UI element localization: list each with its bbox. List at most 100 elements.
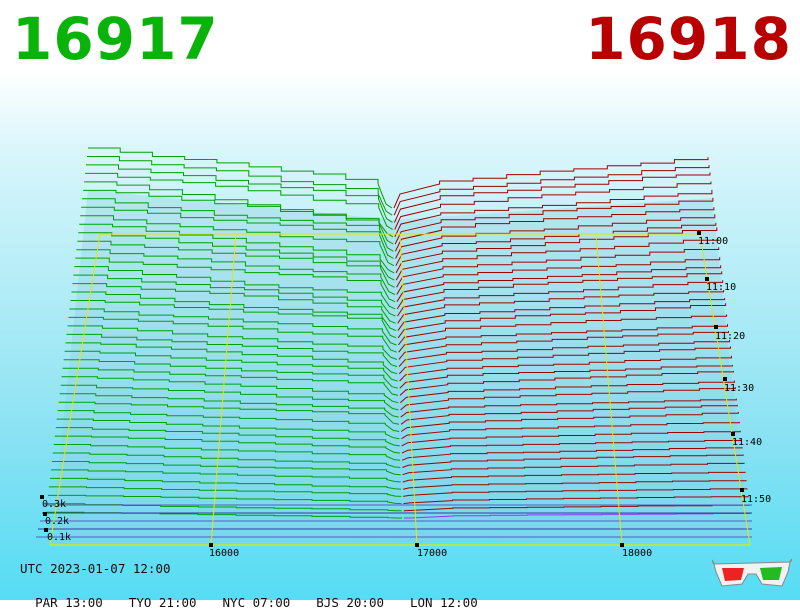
- ask-depth-line: [395, 222, 717, 266]
- svg-text:0.1k: 0.1k: [47, 532, 71, 543]
- ask-depth-line: [396, 265, 722, 302]
- bid-depth-line: [61, 376, 399, 404]
- ask-price: 16918: [585, 5, 792, 73]
- ask-depth-line: [400, 412, 739, 432]
- ask-depth-line: [399, 355, 732, 382]
- ask-depth-line: [403, 496, 749, 505]
- time-axis: 11:00 11:10 11:20 11:30 11:40 11:50: [697, 231, 771, 505]
- frame-grid-16000: [210, 233, 237, 546]
- depth-tick: 0.2k: [43, 512, 69, 527]
- clock-tokyo: TYO 21:00: [128, 595, 197, 610]
- svg-text:11:30: 11:30: [724, 383, 754, 394]
- time-tick: 11:40: [731, 432, 762, 448]
- svg-text:0.3k: 0.3k: [42, 499, 66, 510]
- ask-depth-line: [402, 462, 745, 476]
- bid-depth-line: [63, 359, 398, 389]
- latest-ask-line: [404, 513, 751, 519]
- ask-depth-line: [396, 257, 721, 295]
- svg-text:0.2k: 0.2k: [45, 516, 69, 527]
- ask-depth-line: [395, 238, 719, 281]
- svg-text:18000: 18000: [622, 548, 652, 559]
- bid-depth-line: [88, 147, 393, 209]
- ask-depth-line: [401, 421, 740, 440]
- ask-depth-line: [398, 339, 730, 367]
- bid-depth-line: [68, 316, 397, 353]
- ask-depth-line: [403, 488, 748, 497]
- bid-depth-line: [82, 198, 394, 252]
- svg-text:11:00: 11:00: [698, 236, 728, 247]
- bid-depth-line: [70, 300, 397, 339]
- ask-depth-line: [402, 480, 747, 490]
- bid-depth-line: [71, 291, 397, 332]
- bid-depth-line: [67, 325, 398, 360]
- bid-depth-line: [56, 418, 400, 440]
- svg-text:11:50: 11:50: [741, 494, 771, 505]
- bid-depth-line: [87, 156, 393, 216]
- bid-depth-line: [49, 477, 402, 490]
- svg-text:16000: 16000: [209, 548, 239, 559]
- ask-depth-line: [401, 447, 743, 461]
- bid-depth-line: [80, 215, 395, 267]
- ask-depth-line: [394, 172, 711, 223]
- ask-depth-line: [394, 181, 712, 230]
- clock-beijing: BJS 20:00: [316, 595, 384, 610]
- ask-depth-line: [402, 471, 746, 483]
- ask-depth-line: [394, 207, 715, 252]
- bid-depth-line: [85, 172, 393, 231]
- bid-depth-line: [77, 240, 395, 288]
- ask-depth-line: [397, 290, 725, 324]
- price-tick: 16000: [209, 543, 239, 559]
- ask-depth-line: [401, 439, 742, 454]
- ask-depth-line: [395, 214, 716, 259]
- ask-depth-line: [394, 197, 714, 245]
- price-tick: 17000: [415, 543, 447, 559]
- ask-depth-line: [398, 314, 728, 346]
- 3d-glasses-icon[interactable]: [712, 558, 792, 590]
- ask-depth-line: [400, 387, 736, 411]
- svg-text:17000: 17000: [417, 548, 447, 559]
- utc-clock: UTC 2023-01-07 12:00: [20, 561, 171, 576]
- depth-surface: [36, 147, 752, 545]
- time-tick: 11:30: [723, 377, 754, 394]
- bid-depth-line: [69, 308, 397, 346]
- bid-depth-line: [48, 486, 402, 497]
- ask-depth-line: [396, 271, 723, 310]
- ask-depth-line: [397, 280, 724, 317]
- time-tick: 11:50: [740, 488, 771, 505]
- ask-depth-line: [397, 303, 727, 339]
- ask-depth-line: [400, 398, 737, 418]
- svg-text:11:40: 11:40: [732, 437, 762, 448]
- bid-depth-line: [76, 249, 396, 295]
- bid-depth-line: [51, 461, 401, 476]
- ask-depth-line: [401, 430, 741, 447]
- depth-axis: 0.1k 0.2k 0.3k: [40, 495, 71, 543]
- bid-price: 16917: [12, 5, 219, 73]
- clock-london: LON 12:00: [410, 595, 478, 610]
- bid-depth-line: [62, 367, 399, 396]
- ask-depth-line: [402, 454, 744, 468]
- bid-depth-line: [48, 494, 402, 505]
- ask-depth-line: [399, 364, 733, 389]
- bid-depth-line: [60, 384, 399, 411]
- ask-depth-line: [395, 227, 718, 274]
- svg-text:11:10: 11:10: [706, 282, 736, 293]
- surface-fill: [50, 190, 750, 545]
- time-tick: 11:20: [714, 325, 745, 342]
- bid-depth-line: [57, 410, 400, 432]
- bid-depth-line: [66, 333, 398, 368]
- bid-depth-line: [59, 393, 399, 418]
- ask-depth-line: [398, 331, 729, 360]
- frame-right: [699, 233, 751, 546]
- bid-depth-line: [53, 444, 401, 461]
- ask-depth-line: [396, 247, 720, 288]
- bid-depth-line: [83, 189, 394, 245]
- bid-depth-line: [58, 401, 400, 425]
- bid-depth-line: [81, 206, 394, 259]
- ask-depth-line: [400, 404, 738, 425]
- ask-depth-line: [403, 504, 750, 512]
- frame-left: [49, 233, 101, 546]
- bid-depth-line: [55, 427, 400, 447]
- time-tick: 11:00: [697, 231, 728, 247]
- svg-text:11:20: 11:20: [715, 331, 745, 342]
